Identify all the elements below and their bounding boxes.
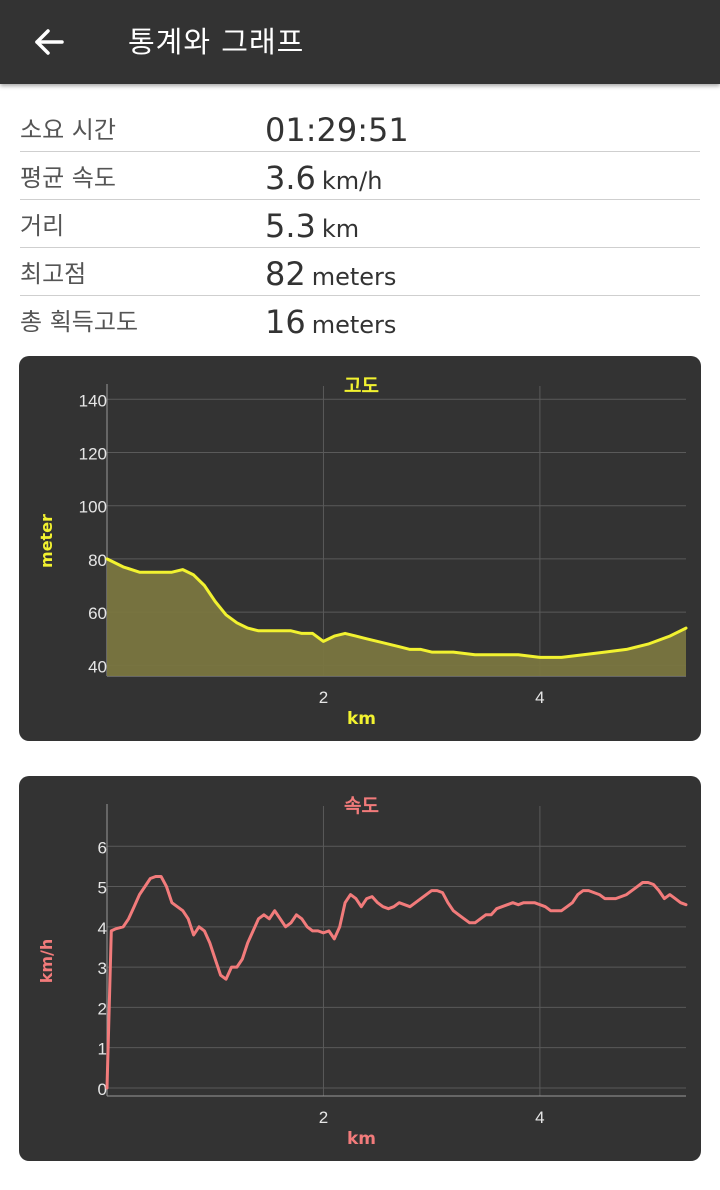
stat-unit: meters xyxy=(311,311,397,339)
elevation-line xyxy=(105,557,688,659)
y-tick-label: 6 xyxy=(98,838,107,857)
stat-value: 5.3 xyxy=(265,207,316,245)
x-tick-label: 2 xyxy=(319,688,328,707)
stat-unit: km xyxy=(321,215,360,243)
stat-value-block: 3.6 km/h xyxy=(265,159,382,197)
speed-chart-card: 0 1 2 3 4 5 6 2 4 속도 km km/h xyxy=(19,776,701,1161)
stat-value-block: 16 meters xyxy=(265,303,396,341)
y-tick-label: 2 xyxy=(98,999,107,1018)
x-tick-label: 2 xyxy=(319,1108,328,1127)
stat-row-max-elevation: 최고점 82 meters xyxy=(20,248,700,296)
stat-value-block: 01:29:51 xyxy=(265,111,409,149)
stat-value: 01:29:51 xyxy=(265,111,409,149)
chart-title: 속도 xyxy=(344,795,379,817)
app-bar: 통계와 그래프 xyxy=(0,0,720,84)
stat-row-duration: 소요 시간 01:29:51 xyxy=(20,104,700,152)
stats-table: 소요 시간 01:29:51 평균 속도 3.6 km/h 거리 5.3 km 최고… xyxy=(20,104,700,343)
elevation-chart-card: 40 60 80 100 120 140 2 4 고도 km meter xyxy=(19,356,701,741)
stat-row-avg-speed: 평균 속도 3.6 km/h xyxy=(20,152,700,200)
y-tick-label: 4 xyxy=(98,919,107,938)
x-tick-label: 4 xyxy=(535,688,544,707)
stat-label: 총 획득고도 xyxy=(20,308,139,336)
speed-line xyxy=(105,875,688,1090)
y-tick-label: 80 xyxy=(88,551,107,570)
stat-value-block: 5.3 km xyxy=(265,207,359,245)
stat-value: 16 xyxy=(265,303,306,341)
y-tick-label: 100 xyxy=(79,498,107,517)
page-title: 통계와 그래프 xyxy=(128,25,305,59)
stat-value: 3.6 xyxy=(265,159,316,197)
y-axis-label: km/h xyxy=(37,939,56,984)
back-button[interactable] xyxy=(26,22,70,62)
elevation-area xyxy=(107,558,686,676)
stat-value-block: 82 meters xyxy=(265,255,396,293)
stat-row-elevation-gain: 총 획득고도 16 meters xyxy=(20,296,700,343)
y-tick-label: 1 xyxy=(98,1040,107,1059)
elevation-chart: 40 60 80 100 120 140 2 4 고도 km meter xyxy=(37,375,688,729)
arrow-left-icon xyxy=(35,29,64,55)
speed-chart: 0 1 2 3 4 5 6 2 4 속도 km km/h xyxy=(37,795,688,1149)
y-axis-label: meter xyxy=(37,514,56,568)
y-tick-label: 0 xyxy=(98,1080,107,1099)
x-tick-label: 4 xyxy=(535,1108,544,1127)
stat-value: 82 xyxy=(265,255,306,293)
x-axis-label: km xyxy=(347,1129,376,1149)
stat-row-distance: 거리 5.3 km xyxy=(20,200,700,248)
y-tick-label: 60 xyxy=(88,604,107,623)
stat-label: 평균 속도 xyxy=(20,164,116,192)
stat-label: 소요 시간 xyxy=(20,116,116,144)
stat-unit: km/h xyxy=(321,167,383,195)
stat-label: 최고점 xyxy=(20,260,87,288)
y-tick-label: 140 xyxy=(79,391,107,410)
y-tick-label: 120 xyxy=(79,445,107,464)
chart-title: 고도 xyxy=(344,375,379,397)
y-tick-label: 40 xyxy=(88,657,107,676)
stat-label: 거리 xyxy=(20,212,65,240)
x-axis-label: km xyxy=(347,709,376,729)
y-tick-label: 5 xyxy=(98,879,107,898)
y-tick-label: 3 xyxy=(98,959,107,978)
stat-unit: meters xyxy=(311,263,397,291)
